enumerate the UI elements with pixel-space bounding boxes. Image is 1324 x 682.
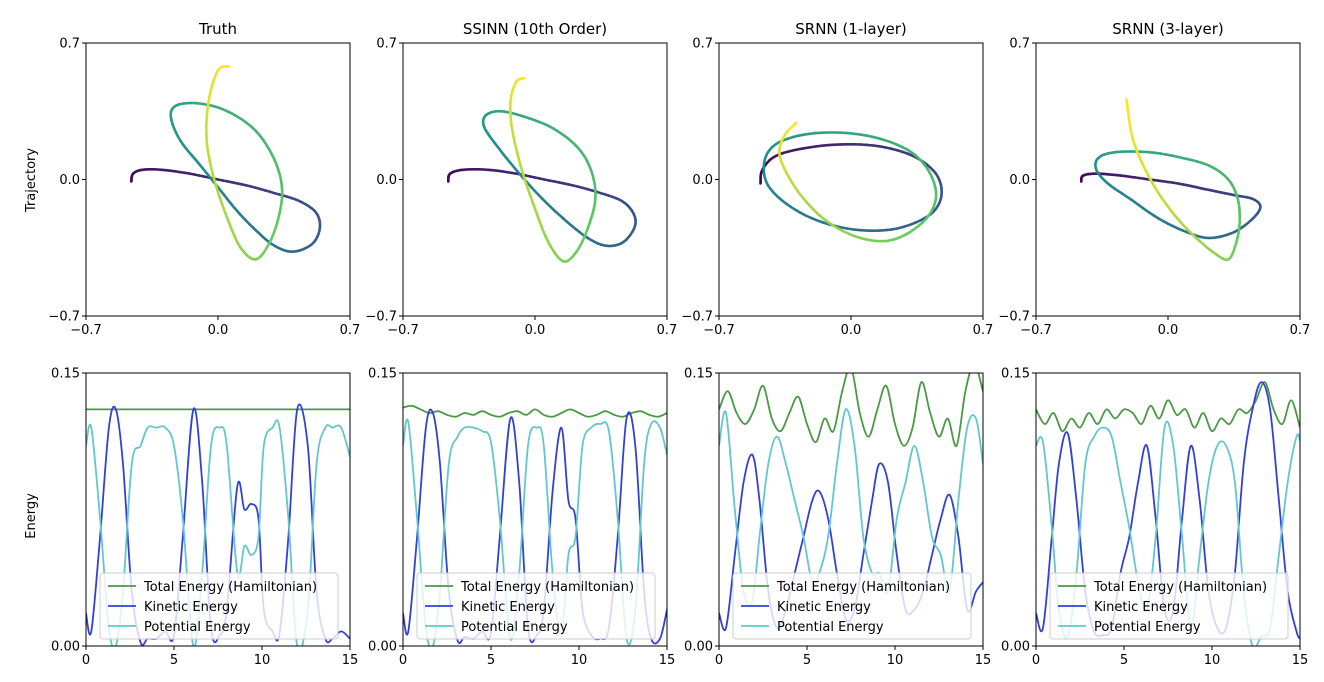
axes-frame	[402, 372, 668, 647]
x-tick-label: 0.7	[973, 323, 994, 338]
y-tick-label: 0.7	[1009, 37, 1030, 52]
panel-title: SRNN (1-layer)	[795, 20, 906, 38]
y-tick-label: 0.15	[684, 367, 713, 382]
legend-label: Kinetic Energy	[461, 600, 555, 615]
y-tick-label: 0.00	[1001, 640, 1030, 655]
legend: Total Energy (Hamiltonian) Kinetic Energy…	[416, 572, 656, 640]
legend-box	[416, 572, 656, 640]
legend-label: Total Energy (Hamiltonian)	[143, 580, 317, 595]
axes-frame	[85, 372, 351, 647]
x-tick-label: −0.7	[387, 323, 419, 338]
panel-5: 0 5 10 15 0.00 0.15 Total Energy (Hamiltonian)…	[51, 367, 358, 669]
y-tick-label: −0.7	[48, 310, 80, 325]
x-tick-label: 10	[571, 653, 588, 668]
legend-label: Total Energy (Hamiltonian)	[776, 580, 950, 595]
panel-1: Truth −0.7 0.0 0.7 −0.7 0.0 0.7	[48, 20, 360, 338]
y-tick-label: 0.0	[376, 173, 397, 188]
legend-label: Kinetic Energy	[144, 600, 238, 615]
legend-label: Total Energy (Hamiltonian)	[1093, 580, 1267, 595]
total-energy-line	[719, 373, 983, 447]
legend-box	[732, 572, 972, 640]
x-tick-label: −0.7	[1020, 323, 1052, 338]
x-tick-label: 5	[487, 653, 495, 668]
panel-3: SRNN (1-layer) −0.7 0.0 0.7 −0.7 0.0 0.7	[681, 20, 993, 338]
y-tick-label: 0.0	[59, 173, 80, 188]
panel-2: SSINN (10th Order) −0.7 0.0 0.7 −0.7 0.0 0.7	[365, 20, 677, 338]
x-tick-label: 10	[254, 653, 271, 668]
axes-frame	[718, 42, 984, 317]
total-energy-line	[403, 404, 667, 418]
x-tick-label: 0	[82, 653, 90, 668]
axes-frame	[1035, 42, 1301, 317]
x-tick-label: 5	[1120, 653, 1128, 668]
x-tick-label: −0.7	[70, 323, 102, 338]
total-energy-line	[1036, 381, 1300, 433]
x-tick-label: 0.7	[657, 323, 678, 338]
y-tick-label: 0.7	[692, 37, 713, 52]
trajectory-segment	[793, 121, 798, 126]
y-tick-label: −0.7	[365, 310, 397, 325]
panel-title: Truth	[198, 20, 237, 38]
x-tick-label: 0	[1032, 653, 1040, 668]
axes-frame	[85, 42, 351, 317]
y-tick-label: 0.0	[1009, 173, 1030, 188]
y-tick-label: 0.7	[59, 37, 80, 52]
legend-box	[99, 572, 339, 640]
panel-8: 0 5 10 15 0.00 0.15 Total Energy (Hamiltonian)…	[1001, 367, 1308, 669]
x-tick-label: 0.0	[525, 323, 546, 338]
y-tick-label: 0.00	[684, 640, 713, 655]
y-tick-label: 0.15	[368, 367, 397, 382]
potential-energy-line	[719, 408, 983, 607]
y-tick-label: 0.00	[368, 640, 397, 655]
legend: Total Energy (Hamiltonian) Kinetic Energy…	[1049, 572, 1289, 640]
panel-6: 0 5 10 15 0.00 0.15 Total Energy (Hamiltonian)…	[368, 367, 675, 669]
trajectory-segment	[1125, 98, 1129, 105]
x-tick-label: 0.0	[841, 323, 862, 338]
legend-label: Potential Energy	[144, 620, 251, 635]
x-tick-label: 0	[399, 653, 407, 668]
axes-frame	[718, 372, 984, 647]
row-label-trajectory: Trajectory	[24, 148, 39, 213]
x-tick-label: 0	[715, 653, 723, 668]
legend: Total Energy (Hamiltonian) Kinetic Energy…	[99, 572, 339, 640]
x-tick-label: 15	[659, 653, 676, 668]
x-tick-label: 0.7	[340, 323, 361, 338]
y-tick-label: 0.15	[1001, 367, 1030, 382]
x-tick-label: 0.0	[1158, 323, 1179, 338]
panel-title: SSINN (10th Order)	[463, 20, 607, 38]
potential-energy-line	[86, 419, 350, 646]
legend-box	[1049, 572, 1289, 640]
legend-label: Potential Energy	[461, 620, 568, 635]
x-tick-label: 0.0	[208, 323, 229, 338]
x-tick-label: 5	[803, 653, 811, 668]
panel-7: 0 5 10 15 0.00 0.15 Total Energy (Hamiltonian)…	[684, 367, 992, 669]
panel-title: SRNN (3-layer)	[1112, 20, 1223, 38]
legend-label: Kinetic Energy	[1094, 600, 1188, 615]
x-tick-label: 10	[887, 653, 904, 668]
legend-label: Potential Energy	[1094, 620, 1201, 635]
x-tick-label: 10	[1204, 653, 1221, 668]
y-tick-label: −0.7	[998, 310, 1030, 325]
legend: Total Energy (Hamiltonian) Kinetic Energy…	[732, 572, 972, 640]
axes-frame	[402, 42, 668, 317]
x-tick-label: 15	[342, 653, 359, 668]
y-tick-label: 0.15	[51, 367, 80, 382]
y-tick-label: −0.7	[681, 310, 713, 325]
row-label-energy: Energy	[24, 493, 39, 539]
x-tick-label: 15	[975, 653, 992, 668]
legend-label: Kinetic Energy	[777, 600, 871, 615]
x-tick-label: 0.7	[1290, 323, 1311, 338]
y-tick-label: 0.7	[376, 37, 397, 52]
x-tick-label: 15	[1292, 653, 1309, 668]
x-tick-label: 5	[170, 653, 178, 668]
axes-frame	[1035, 372, 1301, 647]
legend-label: Potential Energy	[777, 620, 884, 635]
panel-4: SRNN (3-layer) −0.7 0.0 0.7 −0.7 0.0 0.7	[998, 20, 1310, 338]
y-tick-label: 0.0	[692, 173, 713, 188]
x-tick-label: −0.7	[703, 323, 735, 338]
legend-label: Total Energy (Hamiltonian)	[460, 580, 634, 595]
y-tick-label: 0.00	[51, 640, 80, 655]
